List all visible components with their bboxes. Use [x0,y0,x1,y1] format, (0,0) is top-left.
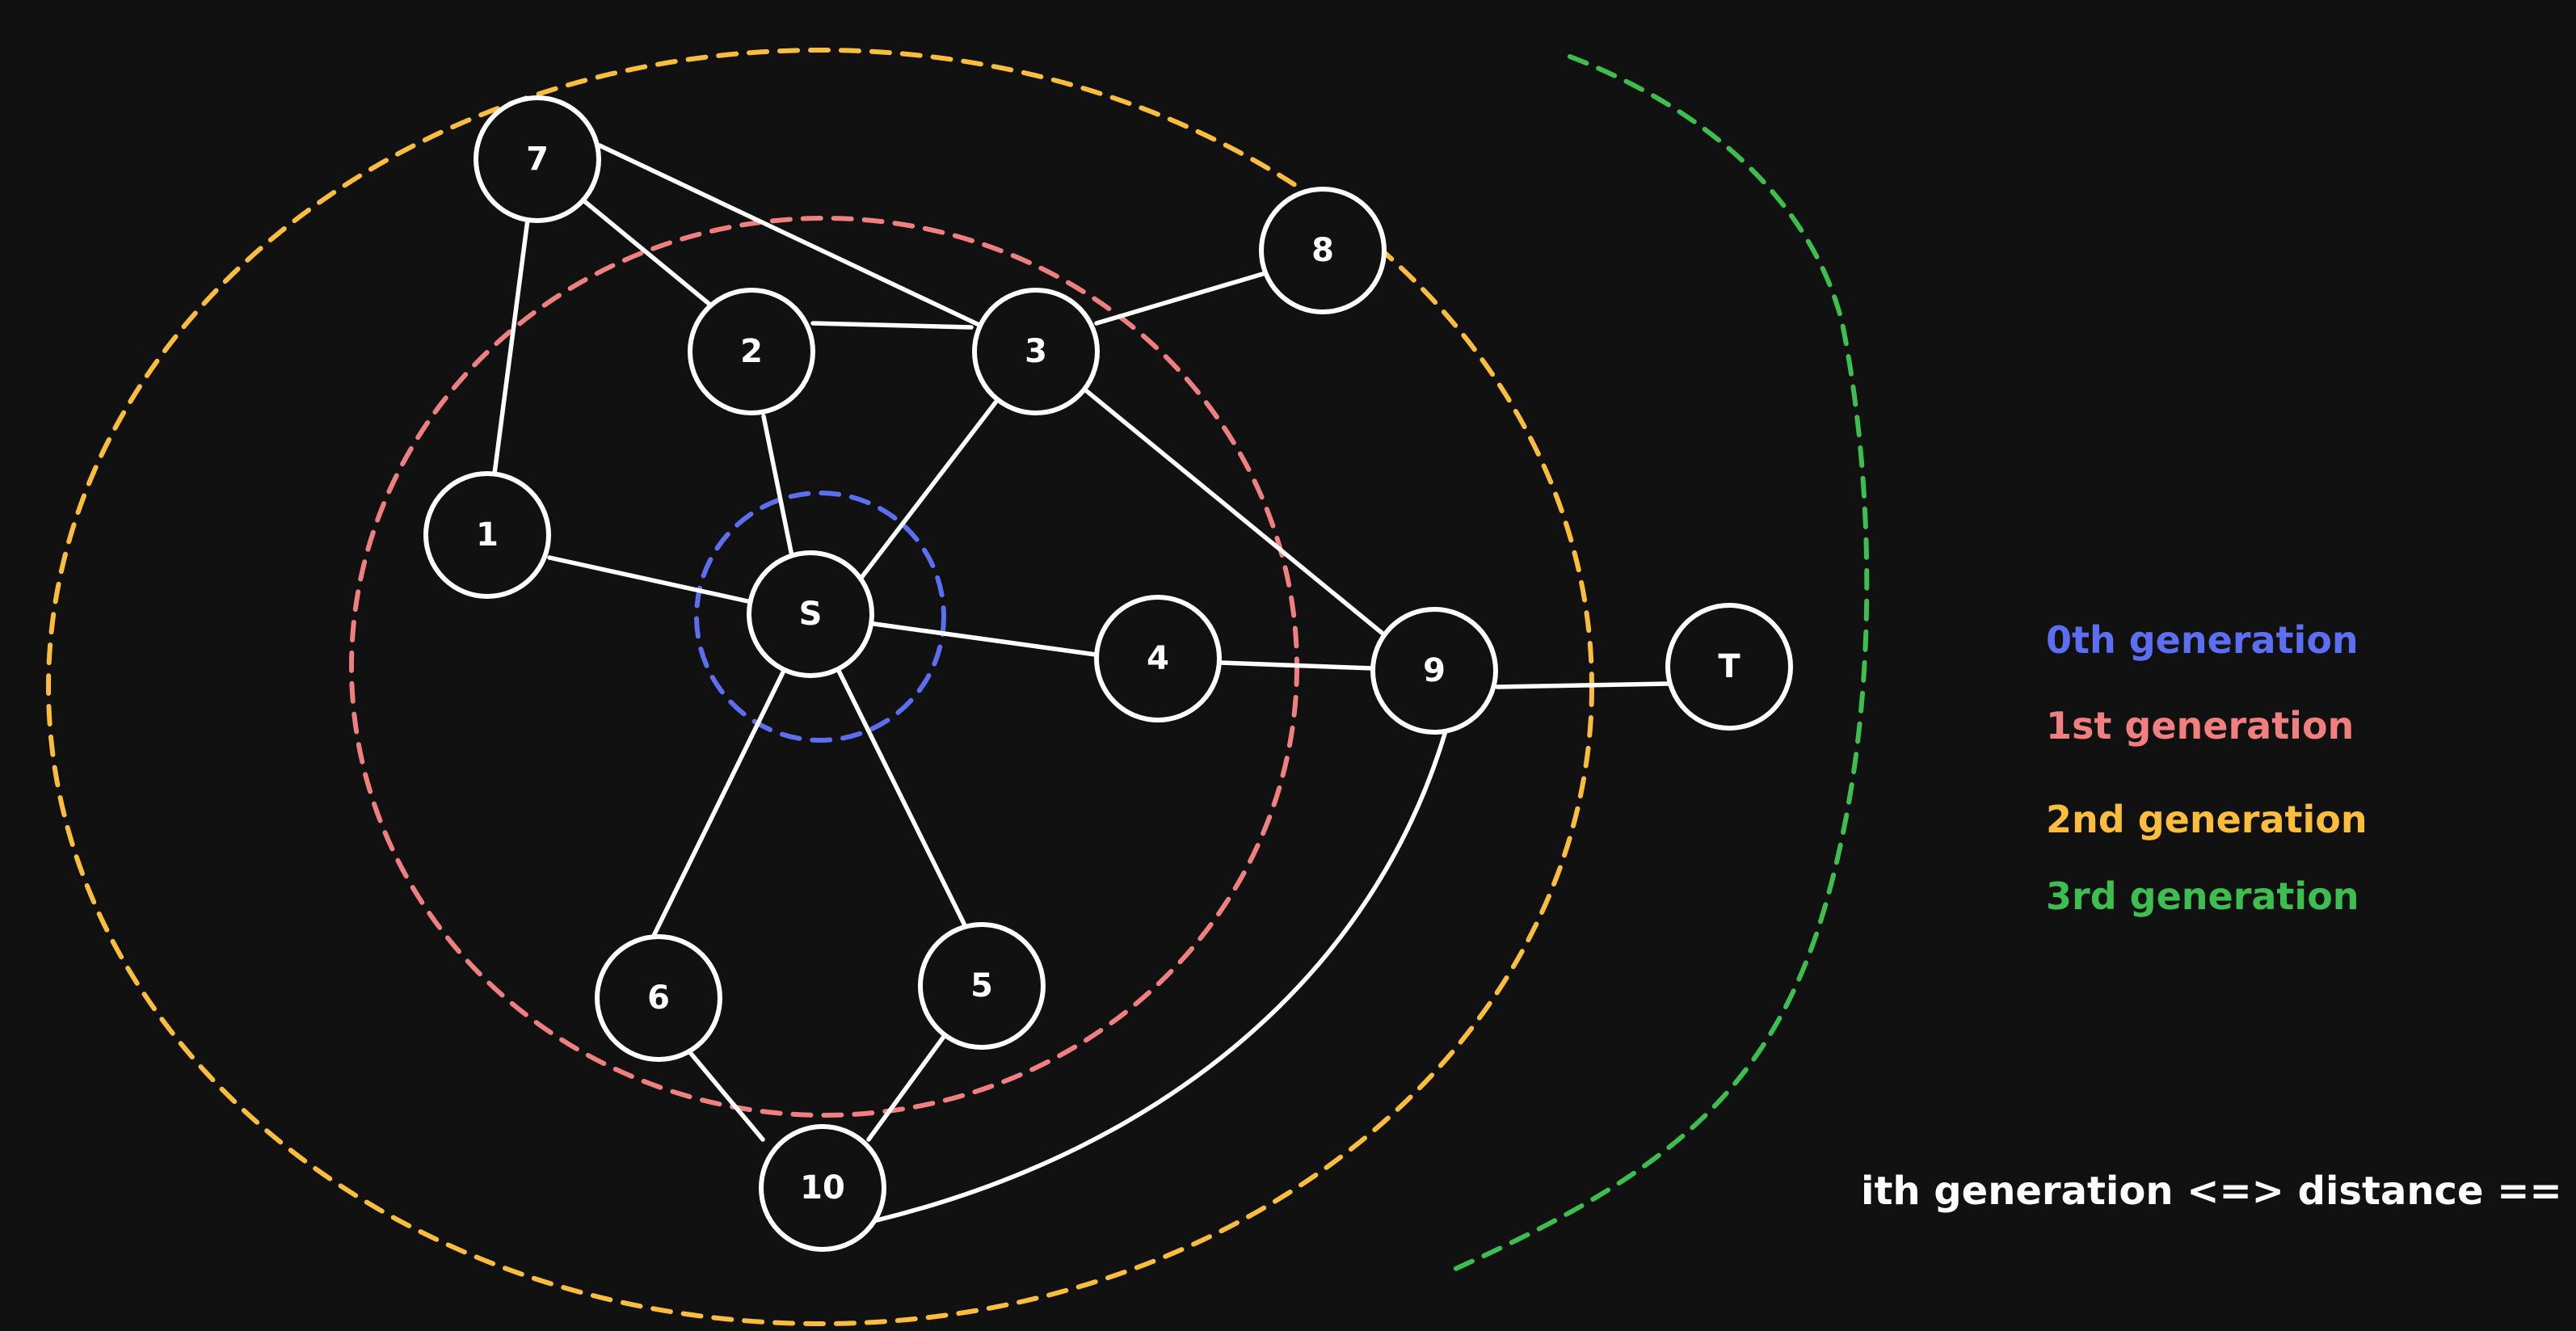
node-5: 5 [918,922,1046,1050]
edge-9-10 [874,731,1447,1223]
edge-7-1 [492,217,530,476]
edge-9-T [1495,681,1672,689]
edge-S-5 [836,668,966,926]
node-2: 2 [688,288,815,415]
node-1: 1 [423,471,551,599]
node-9: 9 [1370,607,1498,735]
node-circle [688,288,815,415]
legend-item-gen-3: 3rd generation [2046,874,2359,918]
node-circle [918,922,1046,1050]
node-label: 8 [1311,232,1334,269]
legend-item-gen-0: 0th generation [2046,618,2359,662]
node-label: 3 [1025,333,1047,370]
edge-4-9 [1218,660,1376,671]
legend-item-gen-1: 1st generation [2046,704,2354,748]
node-circle [972,288,1100,415]
node-3: 3 [972,288,1100,415]
node-label: 9 [1423,652,1446,689]
node-label: 1 [476,516,499,554]
edge-3-9 [1080,385,1384,635]
node-circle [474,95,601,223]
edge-3-8 [1094,271,1268,326]
edge-2-3 [810,321,974,330]
edge-S-4 [872,621,1098,657]
node-label: 6 [647,979,670,1017]
node-10: 10 [759,1124,886,1252]
node-group: 7 8 2 3 1 S 4 9 T 6 5 10 [423,95,1793,1252]
node-4: 4 [1094,595,1222,722]
legend-item-gen-2: 2nd generation [2046,798,2368,841]
node-label: 2 [740,333,763,370]
node-6: 6 [595,934,722,1062]
node-label: 4 [1147,640,1169,677]
node-T: T [1665,603,1793,731]
edge-7-2 [581,198,713,308]
node-circle [1094,595,1222,722]
edge-5-10 [866,1032,948,1142]
legend: 0th generation 1st generation 2nd generati… [2046,618,2368,918]
node-8: 8 [1259,187,1387,314]
node-circle [747,550,874,678]
edge-2-S [761,414,794,558]
edge-3-S [856,400,998,584]
node-circle [423,471,551,599]
node-label: 7 [526,141,549,178]
node-label: 10 [800,1169,845,1207]
node-label: T [1718,648,1740,685]
node-S: S [747,550,874,678]
node-circle [759,1124,886,1252]
footer-caption: ith generation <=> distance == i [1861,1169,2576,1214]
node-circle [595,934,722,1062]
node-7: 7 [474,95,601,223]
node-label: S [799,596,823,633]
edge-group [492,143,1672,1223]
node-circle [1665,603,1793,731]
generation-3-ring [1444,54,1870,1275]
node-circle [1259,187,1387,314]
generation-0-ring [694,491,946,743]
node-label: 5 [970,967,993,1005]
node-circle [1370,607,1498,735]
edge-6-10 [686,1048,765,1142]
edge-S-6 [650,668,786,940]
edge-7-3 [597,143,987,330]
edge-1-S [547,555,754,604]
